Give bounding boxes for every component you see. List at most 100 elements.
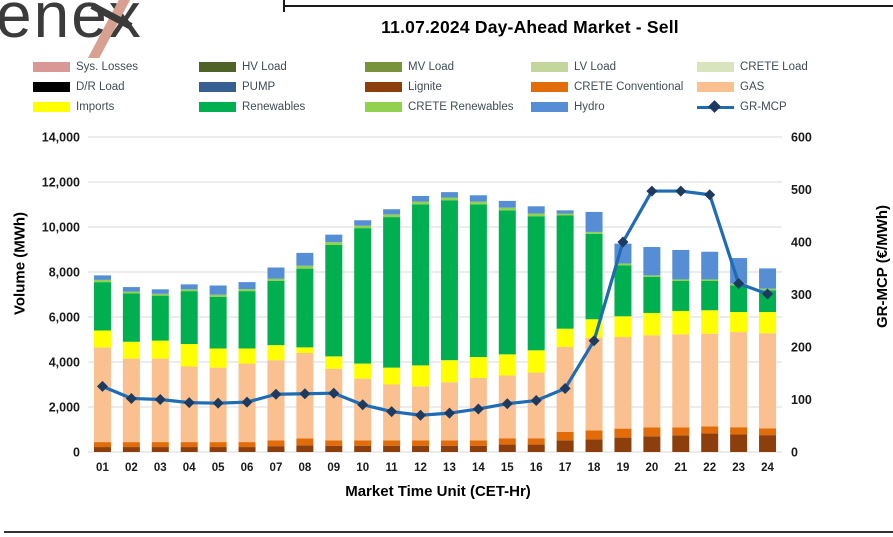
- bar-segment-hydro: [209, 285, 227, 295]
- legend-item-gr-mcp: GR-MCP: [697, 99, 863, 113]
- bar-segment-crete-conventional: [325, 440, 343, 446]
- left-axis-tick-label: 10,000: [42, 221, 80, 235]
- legend-item-mv-load: MV Load: [365, 60, 531, 73]
- legend-item-crete-load: CRETE Load: [697, 60, 863, 73]
- right-axis-tick-label: 400: [791, 236, 812, 250]
- legend-label: HV Load: [242, 60, 287, 73]
- gr-mcp-line: [100, 189, 770, 417]
- bar-segment-crete-conventional: [412, 440, 430, 446]
- bar-segment-hydro: [122, 287, 140, 292]
- bar-segment-crete-renewables: [238, 289, 256, 292]
- legend-swatch-icon: [33, 81, 70, 92]
- bar-segment-renewables: [672, 281, 690, 311]
- bar-segment-imports: [469, 357, 487, 378]
- bar-segment-renewables: [614, 265, 632, 317]
- bar-segment-renewables: [209, 296, 227, 349]
- gr-mcp-marker-icon: [125, 392, 137, 404]
- gr-mcp-marker-icon: [386, 406, 398, 418]
- bar-segment-hydro: [643, 247, 661, 276]
- bar-segment-crete-conventional: [672, 427, 690, 436]
- bar-segment-lignite: [354, 445, 372, 452]
- bar-segment-hydro: [759, 268, 777, 289]
- left-axis-tick-label: 0: [73, 446, 80, 460]
- bar-segment-renewables: [498, 210, 516, 355]
- legend-label: LV Load: [574, 60, 616, 73]
- x-axis-tick-label: 14: [472, 462, 485, 474]
- x-axis-tick-label: 16: [530, 462, 543, 474]
- bar-segment-crete-conventional: [93, 442, 111, 448]
- left-axis-tick-label: 2,000: [49, 401, 80, 415]
- bar-segment-gas: [730, 332, 748, 428]
- gr-mcp-marker-icon: [530, 395, 542, 407]
- bar-segment-renewables: [325, 245, 343, 357]
- bar-segment-renewables: [267, 281, 285, 346]
- bar-segment-crete-renewables: [267, 278, 285, 281]
- bar-segment-lignite: [556, 440, 574, 452]
- bar-segment-gas: [325, 368, 343, 441]
- bar-segment-crete-conventional: [122, 442, 140, 448]
- x-axis-tick-label: 10: [356, 462, 369, 474]
- bar-segment-hydro: [527, 206, 545, 214]
- bar-segment-crete-conventional: [354, 440, 372, 446]
- bar-segment-crete-conventional: [267, 440, 285, 447]
- bar-segment-hydro: [498, 200, 516, 208]
- bar-segment-hydro: [267, 267, 285, 279]
- bar-segment-imports: [151, 340, 169, 359]
- bar-segment-crete-conventional: [151, 442, 169, 448]
- bar-segment-crete-renewables: [701, 279, 719, 281]
- bar-segment-hydro: [296, 252, 314, 266]
- chart-legend: Sys. Losses HV Load MV Load LV Load CRETE Lo…: [33, 60, 878, 113]
- right-axis-tick-label: 500: [791, 183, 812, 197]
- legend-item-d-r-load: D/R Load: [33, 80, 199, 93]
- x-axis-tick-label: 15: [501, 462, 514, 474]
- x-axis-tick-label: 03: [154, 462, 167, 474]
- bar-segment-lignite: [180, 447, 198, 452]
- x-axis-tick-label: 20: [645, 462, 658, 474]
- bar-segment-crete-renewables: [585, 231, 603, 234]
- bar-segment-hydro: [469, 195, 487, 202]
- legend-label: GR-MCP: [740, 100, 787, 113]
- gr-mcp-marker-icon: [241, 396, 253, 408]
- gr-mcp-marker-icon: [588, 335, 600, 347]
- legend-item-pump: PUMP: [199, 80, 365, 93]
- bar-segment-gas: [672, 334, 690, 428]
- bar-segment-hydro: [672, 249, 690, 280]
- bar-segment-imports: [730, 312, 748, 333]
- x-axis-tick-label: 21: [674, 462, 687, 474]
- header-divider-nub: [283, 0, 285, 12]
- legend-item-lignite: Lignite: [365, 80, 531, 93]
- bar-segment-imports: [267, 345, 285, 361]
- bar-segment-crete-renewables: [556, 213, 574, 216]
- gr-mcp-marker-icon: [212, 397, 224, 409]
- bar-segment-hydro: [730, 258, 748, 284]
- bar-segment-lignite: [296, 445, 314, 452]
- bar-segment-crete-conventional: [440, 440, 458, 446]
- bar-segment-hydro: [412, 195, 430, 202]
- x-axis-tick-label: 13: [443, 462, 456, 474]
- enex-logo: enex: [0, 0, 170, 58]
- legend-label: Hydro: [574, 100, 605, 113]
- bar-segment-imports: [498, 354, 516, 376]
- bar-segment-hydro: [440, 192, 458, 198]
- bar-segment-hydro: [556, 210, 574, 214]
- bar-segment-imports: [759, 312, 777, 334]
- bar-segment-renewables: [440, 200, 458, 361]
- legend-label: CRETE Renewables: [408, 100, 514, 113]
- bar-segment-imports: [354, 363, 372, 379]
- bar-segment-crete-conventional: [527, 438, 545, 445]
- bar-segment-crete-conventional: [209, 442, 227, 448]
- bar-segment-gas: [643, 335, 661, 428]
- bar-segment-lignite: [267, 446, 285, 452]
- legend-label: CRETE Load: [740, 60, 808, 73]
- bar-segment-gas: [759, 333, 777, 429]
- gr-mcp-marker-icon: [472, 403, 484, 415]
- legend-swatch-icon: [697, 61, 734, 72]
- bar-segment-hydro: [93, 275, 111, 280]
- legend-label: GAS: [740, 80, 765, 93]
- bar-segment-renewables: [701, 281, 719, 311]
- gr-mcp-marker-icon: [675, 185, 687, 197]
- bar-segment-imports: [643, 312, 661, 336]
- header-divider: [283, 5, 893, 7]
- legend-label: Lignite: [408, 80, 442, 93]
